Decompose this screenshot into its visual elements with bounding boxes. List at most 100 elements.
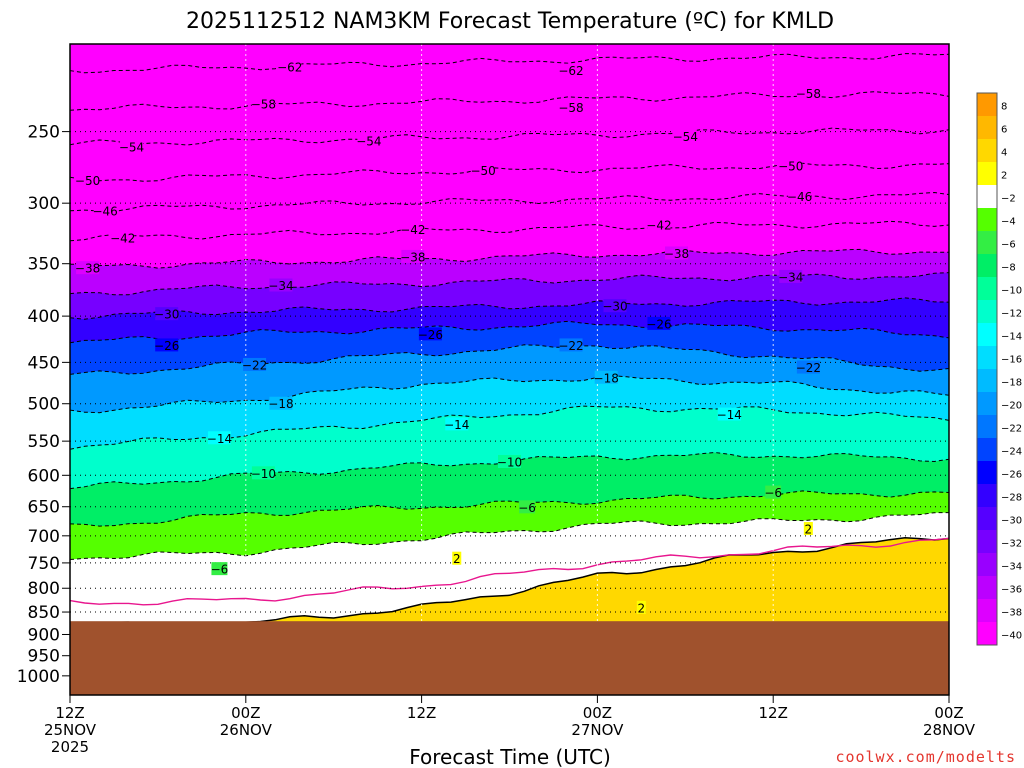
contour-label: −10	[497, 455, 522, 469]
colorbar-cell	[977, 392, 997, 415]
x-tick-label: 2025	[51, 738, 89, 756]
contour-label-bg	[779, 159, 803, 173]
temp-contour-line	[70, 248, 949, 269]
contour-label: −50	[470, 164, 495, 178]
temp-contour-line	[70, 490, 949, 527]
y-tick-label: 950	[28, 647, 60, 667]
colorbar-label: −32	[1001, 539, 1022, 550]
colorbar-cell	[977, 576, 997, 599]
x-tick-label: 12Z	[759, 704, 788, 722]
y-tick-label: 550	[28, 432, 60, 452]
colorbar-cell	[977, 162, 997, 185]
y-tick-label: 300	[28, 194, 60, 214]
temp-contour-line	[70, 297, 949, 320]
contour-label-bg	[636, 600, 646, 614]
contour-label: −34	[778, 270, 803, 284]
contour-label-bg	[452, 551, 462, 565]
colorbar-label: −34	[1001, 562, 1022, 573]
contour-label-bg	[788, 189, 812, 203]
y-tick-label: 650	[28, 498, 60, 518]
contour-label-bg	[717, 407, 741, 421]
x-tick-label: 12Z	[55, 704, 84, 722]
colorbar-cell	[977, 254, 997, 277]
contour-label: −14	[444, 418, 469, 432]
contour-label-bg	[559, 338, 583, 352]
colorbar-label: 2	[1001, 171, 1007, 182]
contour-label-bg	[647, 316, 671, 330]
y-tick-label: 450	[28, 353, 60, 373]
colorbar-cell	[977, 622, 997, 645]
contour-label: −62	[558, 64, 583, 78]
contour-label: −6	[764, 486, 782, 500]
contour-label-bg	[803, 522, 813, 536]
contour-label: −42	[400, 223, 425, 237]
x-tick-label: 00Z	[583, 704, 612, 722]
y-axis: 2503003504004505005506006507007508008509…	[17, 123, 70, 687]
temp-contour-line	[70, 220, 949, 242]
contour-label-bg	[796, 360, 820, 374]
contour-label: −6	[518, 501, 536, 515]
contour-label: −42	[646, 218, 671, 232]
contour-label-bg	[211, 562, 228, 576]
colorbar-cell	[977, 139, 997, 162]
colorbar-label: −30	[1001, 516, 1022, 527]
temp-contour-line	[70, 162, 949, 182]
contour-label-bg	[357, 133, 381, 147]
contour-label: −58	[251, 97, 276, 111]
contour-label-bg	[765, 485, 782, 499]
contour-label: 2	[453, 552, 461, 566]
colorbar-label: −26	[1001, 470, 1022, 481]
contour-label-bg	[796, 86, 820, 100]
colorbar-label: 4	[1001, 148, 1007, 159]
colorbar-label: −14	[1001, 332, 1022, 343]
contour-label-bg	[76, 173, 100, 187]
contour-label-bg	[207, 431, 231, 445]
colorbar-cell	[977, 116, 997, 139]
y-tick-label: 600	[28, 466, 60, 486]
freezing-line	[70, 537, 949, 606]
colorbar-cell	[977, 438, 997, 461]
contour-label: −14	[717, 408, 742, 422]
temp-contour-line	[70, 320, 949, 344]
x-tick-label: 27NOV	[571, 721, 624, 739]
contour-label: −50	[778, 160, 803, 174]
contour-label: −26	[418, 328, 443, 342]
contour-label-bg	[401, 222, 425, 236]
colorbar-label: −10	[1001, 286, 1022, 297]
y-tick-label: 1000	[17, 667, 60, 687]
colorbar-label: −12	[1001, 309, 1022, 320]
y-tick-label: 900	[28, 625, 60, 645]
contour-label-bg	[269, 278, 293, 292]
colorbar-cell	[977, 323, 997, 346]
contour-label-bg	[243, 357, 267, 371]
plot-frame	[69, 43, 950, 696]
contour-label: −46	[92, 204, 117, 218]
y-tick-label: 700	[28, 527, 60, 547]
colorbar: 8 6 4 2 −2 −4 −6 −8 −10 −12 −14 −16 −18 −20 −22 −24 −26 −…	[976, 92, 1022, 646]
x-tick-label: 12Z	[407, 704, 436, 722]
colorbar-label: −16	[1001, 355, 1022, 366]
contour-label-bg	[673, 129, 697, 143]
contour-label: −18	[268, 397, 293, 411]
colorbar-cell	[977, 346, 997, 369]
contour-label: −58	[558, 101, 583, 115]
colorbar-cell	[977, 185, 997, 208]
x-axis-label: Forecast Time (UTC)	[409, 745, 611, 768]
contour-label-bg	[647, 217, 671, 231]
contour-label: −42	[110, 232, 135, 246]
colorbar-cell	[977, 461, 997, 484]
contour-label: −54	[119, 141, 144, 155]
contour-label: 2	[638, 601, 646, 615]
contour-label-bg	[603, 299, 627, 313]
colorbar-label: −38	[1001, 608, 1022, 619]
temp-contour-line	[70, 53, 949, 74]
contour-label: −38	[664, 247, 689, 261]
y-tick-label: 250	[28, 123, 60, 143]
colorbar-label: 8	[1001, 102, 1007, 113]
colorbar-cell	[977, 530, 997, 553]
y-tick-label: 750	[28, 554, 60, 574]
contour-label: −38	[75, 262, 100, 276]
contour-label-bg	[251, 466, 275, 480]
contour-label: −6	[211, 563, 229, 577]
